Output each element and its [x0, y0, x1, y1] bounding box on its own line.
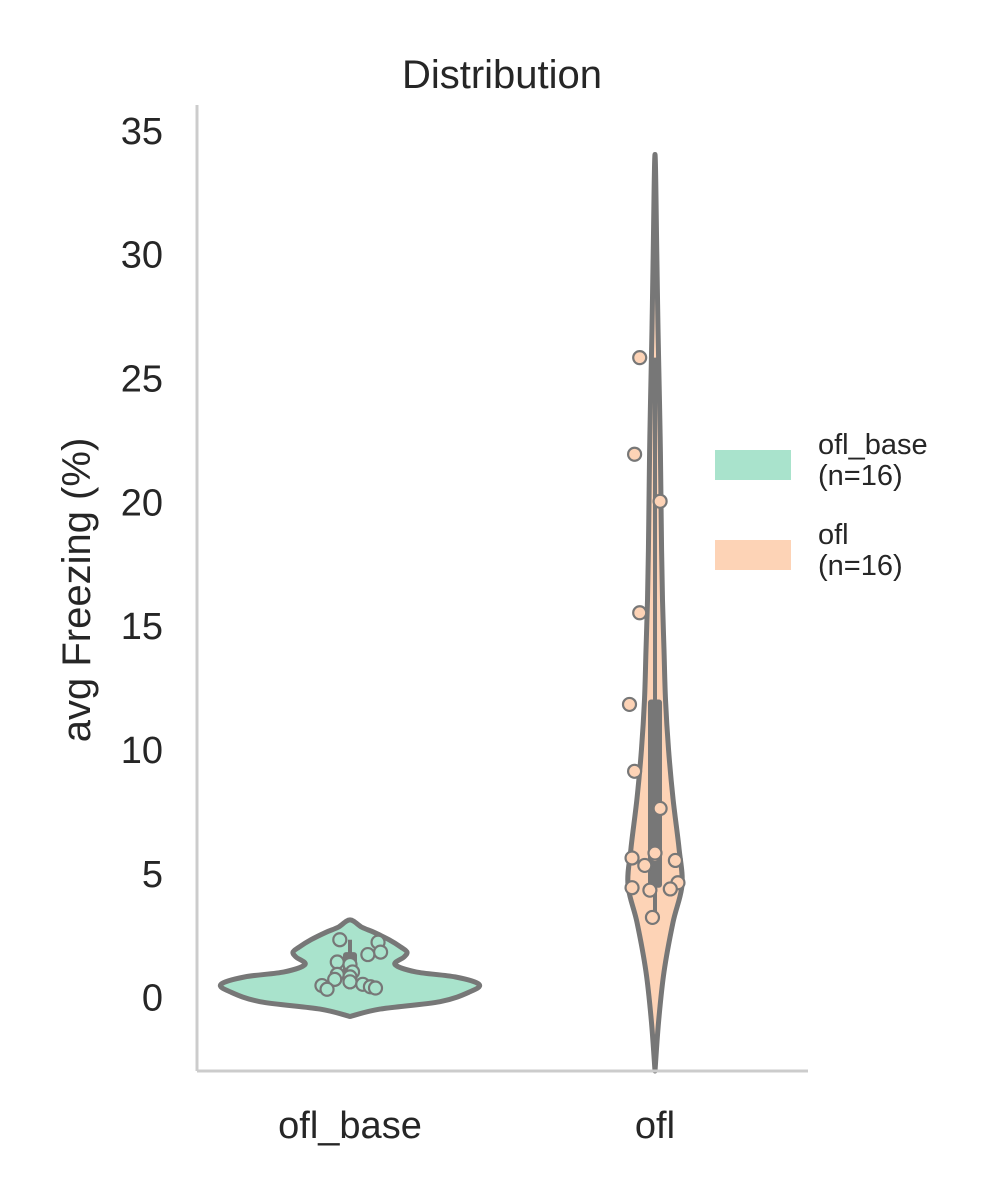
- point-ofl: [624, 880, 640, 896]
- point-ofl: [652, 800, 668, 817]
- y-tick-label: 5: [142, 854, 163, 896]
- point-ofl: [647, 845, 663, 861]
- y-tick-label: 15: [121, 606, 163, 648]
- point-ofl_base: [373, 944, 389, 960]
- point-ofl: [642, 882, 658, 898]
- point-ofl: [626, 763, 643, 779]
- box-ofl: [648, 699, 662, 888]
- y-tick-label: 35: [121, 111, 163, 153]
- point-ofl: [667, 852, 684, 869]
- legend-swatch: [715, 450, 791, 480]
- x-tick-label: ofl_base: [278, 1105, 422, 1147]
- legend-label-line: (n=16): [818, 460, 903, 492]
- axes: 0 5 10 15 20 25 30 35 ofl_base ofl: [121, 105, 808, 1147]
- point-ofl_base: [342, 974, 358, 990]
- legend-label-line: ofl_base: [818, 429, 928, 461]
- point-ofl_base: [327, 971, 343, 987]
- legend-label-line: ofl: [818, 519, 849, 551]
- legend-label: ofl_base (n=16): [818, 429, 928, 492]
- point-ofl: [626, 446, 643, 462]
- point-ofl: [637, 857, 653, 874]
- point-ofl: [624, 850, 640, 866]
- point-ofl: [632, 605, 648, 621]
- y-tick-label: 10: [121, 730, 163, 772]
- chart-title: Distribution: [402, 53, 602, 97]
- y-tick-label: 20: [121, 482, 163, 524]
- plot-area: [217, 152, 686, 1074]
- y-tick-label: 30: [121, 235, 163, 277]
- point-ofl_base: [319, 981, 335, 997]
- point-ofl_base: [332, 932, 348, 948]
- point-ofl: [632, 350, 648, 366]
- point-ofl: [644, 909, 661, 926]
- legend-label: ofl (n=16): [818, 519, 903, 582]
- y-tick-label: 25: [121, 358, 163, 400]
- legend: ofl_base (n=16)ofl (n=16): [715, 429, 928, 582]
- y-axis-label: avg Freezing (%): [55, 438, 99, 743]
- legend-label-line: (n=16): [818, 550, 903, 582]
- y-tick-label: 0: [142, 978, 163, 1020]
- point-ofl: [621, 696, 638, 713]
- point-ofl: [662, 881, 678, 897]
- point-ofl: [652, 493, 668, 509]
- point-ofl_base: [360, 946, 376, 963]
- x-tick-label: ofl: [635, 1105, 675, 1147]
- legend-swatch: [715, 540, 791, 570]
- point-ofl_base: [329, 954, 345, 970]
- point-ofl_base: [367, 980, 384, 996]
